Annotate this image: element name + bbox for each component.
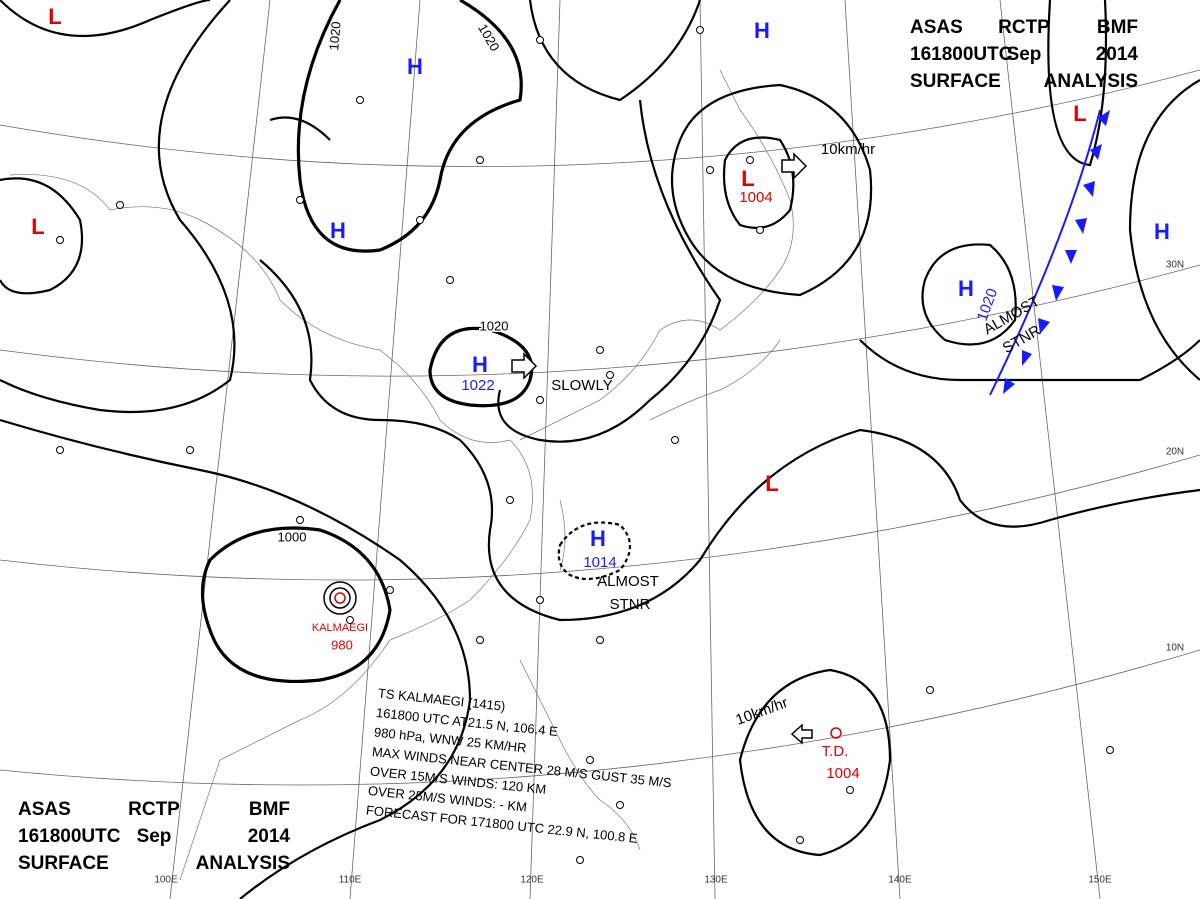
high-symbol: H: [330, 218, 346, 243]
station: [576, 856, 584, 864]
station: [116, 201, 124, 209]
station: [596, 346, 604, 354]
station: [746, 156, 754, 164]
storm-name: T.D.: [822, 743, 849, 760]
low-symbol: L: [741, 166, 754, 191]
station: [346, 616, 354, 624]
storm-pressure: 1004: [826, 765, 859, 782]
header-word: RCTP: [128, 799, 180, 820]
header-word: 161800UTC: [18, 826, 121, 847]
high-pressure: 1014: [583, 554, 616, 571]
header-word: 2014: [248, 826, 291, 847]
station: [596, 636, 604, 644]
station: [606, 371, 614, 379]
station: [926, 686, 934, 694]
high-symbol: H: [590, 526, 606, 551]
header-word: Sep: [1007, 44, 1042, 65]
coastlines: [9, 69, 794, 881]
header-word: BMF: [249, 799, 290, 820]
low-symbol: L: [31, 214, 44, 239]
isobar-label: 1020: [326, 21, 343, 51]
station: [186, 446, 194, 454]
station: [56, 236, 64, 244]
longitude-label: 150E: [1088, 875, 1112, 886]
station: [416, 216, 424, 224]
longitude-label: 120E: [520, 875, 544, 886]
longitude-label: 130E: [704, 875, 728, 886]
station: [356, 96, 364, 104]
high-pressure: 1022: [461, 377, 494, 394]
station: [536, 596, 544, 604]
station: [671, 436, 679, 444]
station: [796, 836, 804, 844]
isobar-label: 1000: [278, 529, 307, 544]
header-word: ASAS: [910, 17, 963, 38]
latitude-label: 20N: [1166, 447, 1184, 458]
station: [696, 26, 704, 34]
storm-name: KALMAEGI: [312, 622, 368, 634]
motion-text: SLOWLY: [551, 377, 612, 394]
high-symbol: H: [754, 18, 770, 43]
station: [536, 396, 544, 404]
station: [1106, 746, 1114, 754]
high-symbol: H: [1154, 219, 1170, 244]
header-word: SURFACE: [910, 71, 1001, 92]
high-symbol: H: [958, 276, 974, 301]
high-symbol: H: [407, 54, 423, 79]
station: [296, 196, 304, 204]
header-word: 2014: [1096, 44, 1139, 65]
motion-text: 10km/hr: [821, 141, 875, 158]
storm-pressure: 980: [331, 637, 353, 652]
latitude-label: 10N: [1166, 643, 1184, 654]
station: [846, 786, 854, 794]
station-plots: [56, 26, 1114, 864]
station: [756, 226, 764, 234]
station: [386, 586, 394, 594]
header-word: ASAS: [18, 799, 71, 820]
low-pressure: 1004: [739, 189, 772, 206]
header-word: 161800UTC: [910, 44, 1013, 65]
isobar-label: 1020: [480, 318, 509, 333]
station: [446, 276, 454, 284]
low-symbol: L: [48, 4, 61, 29]
cold-front: [989, 109, 1110, 396]
longitude-label: 100E: [154, 875, 178, 886]
header-word: RCTP: [998, 17, 1050, 38]
motion-text: ALMOST: [597, 573, 659, 590]
longitude-label: 140E: [888, 875, 912, 886]
header-word: ANALYSIS: [196, 853, 290, 874]
header-word: SURFACE: [18, 853, 109, 874]
station: [536, 36, 544, 44]
station: [706, 166, 714, 174]
station: [586, 756, 594, 764]
low-symbol: L: [1073, 101, 1086, 126]
station: [506, 496, 514, 504]
header-word: BMF: [1097, 17, 1138, 38]
motion-text: STNR: [610, 596, 651, 613]
station: [616, 801, 624, 809]
typhoon-symbol: [323, 581, 842, 739]
station: [476, 156, 484, 164]
station: [296, 516, 304, 524]
low-symbol: L: [765, 471, 778, 496]
station: [56, 446, 64, 454]
header-word: Sep: [137, 826, 172, 847]
latitude-label: 30N: [1166, 260, 1184, 271]
station: [476, 636, 484, 644]
longitude-label: 110E: [339, 875, 362, 886]
high-symbol: H: [472, 352, 488, 377]
header-word: ANALYSIS: [1044, 71, 1138, 92]
motion-arrows: [511, 152, 813, 745]
